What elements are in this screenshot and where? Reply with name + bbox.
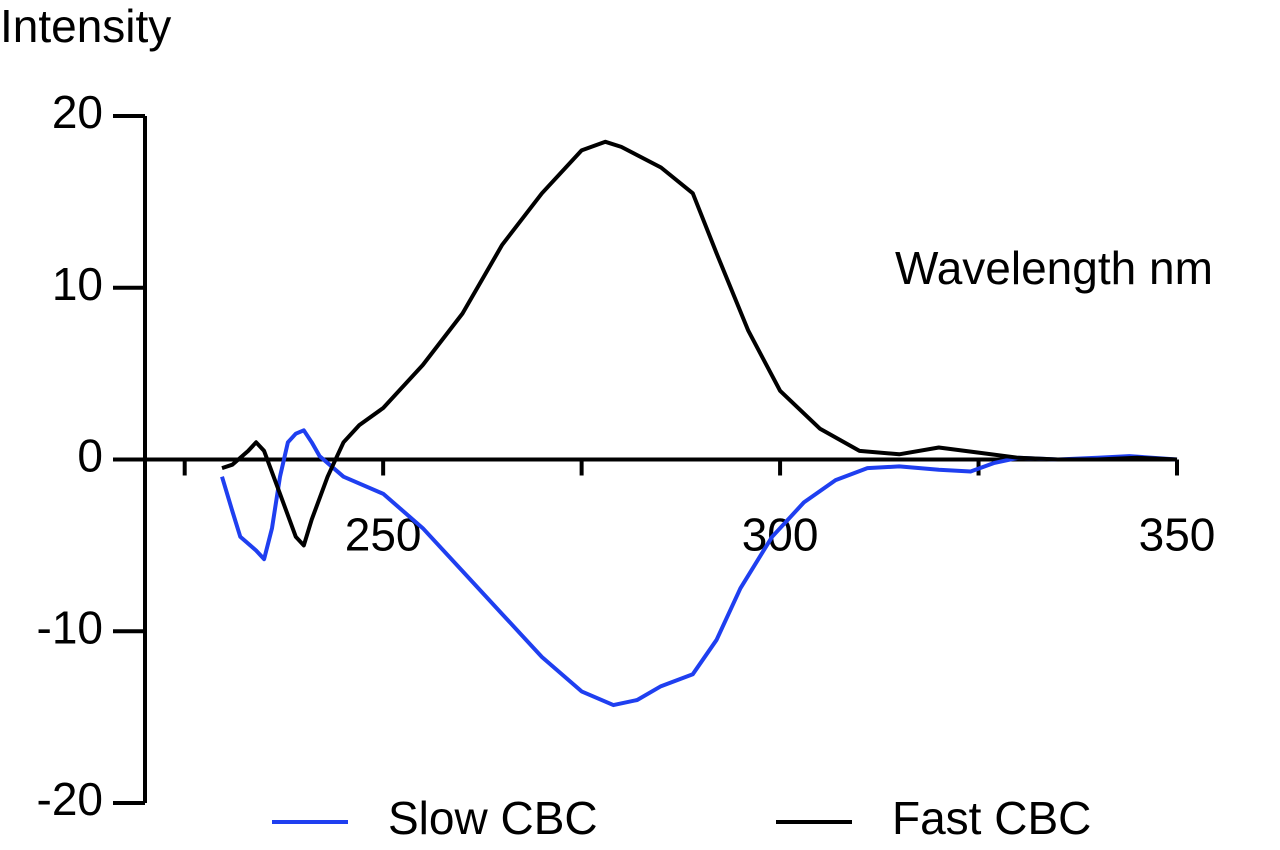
x-tick-label: 300 (742, 509, 819, 561)
y-tick-label: -10 (37, 601, 103, 653)
y-tick-label: 10 (52, 258, 103, 310)
series-line (221, 139, 1178, 548)
x-tick-label: 350 (1139, 509, 1216, 561)
y-tick-label: 0 (77, 430, 103, 482)
series-line (220, 428, 1178, 708)
x-axis-label: Wavelength nm (895, 242, 1213, 294)
legend-label: Fast CBC (892, 792, 1091, 844)
y-tick-label: -20 (37, 773, 103, 825)
y-axis-label: Intensity (0, 0, 171, 52)
legend-label: Slow CBC (388, 792, 598, 844)
y-tick-label: 20 (52, 86, 103, 138)
